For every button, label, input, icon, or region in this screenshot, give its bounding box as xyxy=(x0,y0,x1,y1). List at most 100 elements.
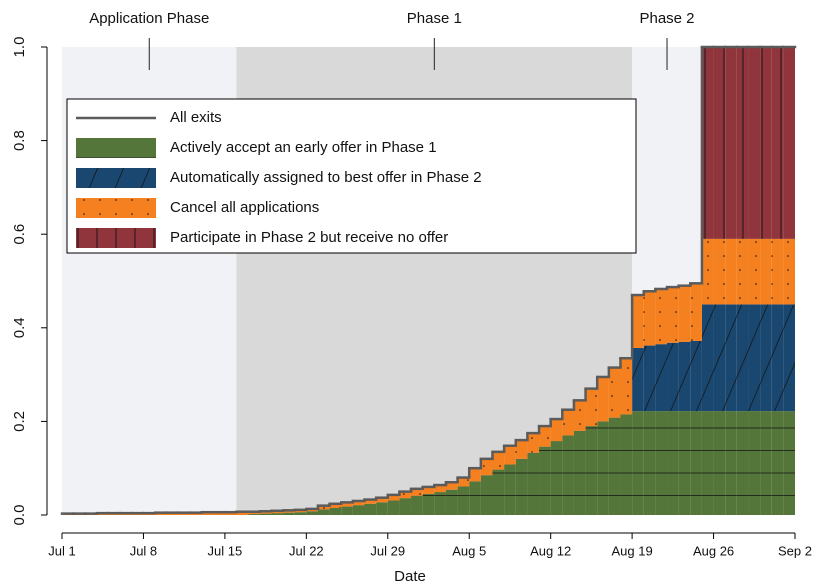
legend-label: Cancel all applications xyxy=(170,199,319,216)
segment-pattern xyxy=(445,482,458,490)
step-segment xyxy=(422,493,435,515)
segment-pattern xyxy=(760,238,772,305)
segment-pattern xyxy=(713,411,726,515)
phase-label: Application Phase xyxy=(89,10,209,27)
segment-pattern xyxy=(771,304,784,412)
segment-pattern xyxy=(492,469,505,515)
segment-pattern xyxy=(352,500,365,506)
step-segment xyxy=(213,512,225,515)
step-segment xyxy=(678,411,691,515)
step-segment xyxy=(399,498,412,515)
segment-pattern xyxy=(748,411,761,515)
step-segment xyxy=(701,411,714,515)
legend-swatch-pattern xyxy=(76,138,156,158)
step-segment xyxy=(760,47,772,239)
segment-pattern xyxy=(573,430,586,515)
step-segment xyxy=(469,468,481,482)
segment-pattern xyxy=(701,411,714,515)
segment-pattern xyxy=(667,287,679,343)
step-segment xyxy=(632,295,644,348)
step-segment xyxy=(317,505,330,510)
step-segment xyxy=(690,340,702,412)
step-segment xyxy=(632,347,644,412)
step-segment xyxy=(701,304,714,412)
segment-pattern xyxy=(329,503,342,508)
step-segment xyxy=(387,500,400,515)
step-segment xyxy=(597,421,609,515)
segment-pattern xyxy=(667,342,679,412)
step-segment xyxy=(736,47,749,239)
segment-pattern xyxy=(643,290,656,346)
step-segment xyxy=(445,489,458,515)
step-segment xyxy=(713,238,726,305)
step-segment xyxy=(539,446,551,515)
step-segment xyxy=(445,482,458,490)
segment-pattern xyxy=(294,512,307,515)
segment-pattern xyxy=(585,388,598,427)
segment-pattern xyxy=(713,47,726,239)
step-segment xyxy=(643,290,656,346)
segment-pattern xyxy=(678,341,691,412)
segment-pattern xyxy=(352,505,365,515)
segment-pattern xyxy=(271,513,284,515)
segment-pattern xyxy=(469,468,481,482)
segment-pattern xyxy=(539,446,551,515)
step-segment xyxy=(725,411,737,515)
step-segment xyxy=(480,475,493,515)
step-segment xyxy=(690,283,702,341)
step-segment xyxy=(469,481,481,515)
segment-pattern xyxy=(690,283,702,341)
segment-pattern xyxy=(725,411,737,515)
step-segment xyxy=(736,304,749,412)
segment-pattern xyxy=(573,400,586,431)
step-segment xyxy=(352,505,365,515)
segment-pattern xyxy=(690,340,702,412)
segment-pattern xyxy=(504,445,516,465)
step-segment xyxy=(632,411,644,515)
x-tick-label: Aug 26 xyxy=(693,543,734,558)
step-segment xyxy=(760,411,772,515)
step-segment xyxy=(620,414,633,515)
segment-pattern xyxy=(341,502,353,507)
y-tick-label: 0.2 xyxy=(11,411,28,432)
step-segment xyxy=(690,411,702,515)
segment-pattern xyxy=(771,411,784,515)
segment-pattern xyxy=(283,512,295,515)
step-segment xyxy=(748,47,761,239)
x-tick-label: Aug 5 xyxy=(452,543,486,558)
step-segment xyxy=(585,388,598,427)
x-tick-label: Jul 15 xyxy=(208,543,243,558)
x-tick-label: Jul 1 xyxy=(48,543,75,558)
step-segment xyxy=(608,367,621,418)
step-segment xyxy=(422,486,435,494)
legend-swatch-pattern xyxy=(76,228,156,248)
x-tick-label: Jul 8 xyxy=(130,543,157,558)
step-segment xyxy=(527,433,540,453)
step-segment xyxy=(748,411,761,515)
step-segment xyxy=(655,344,668,412)
step-segment xyxy=(341,506,353,515)
segment-pattern xyxy=(434,485,446,493)
segment-pattern xyxy=(248,514,260,515)
x-tick-label: Aug 19 xyxy=(612,543,653,558)
segment-pattern xyxy=(736,47,749,239)
segment-pattern xyxy=(678,285,691,342)
step-segment xyxy=(643,345,656,412)
segment-pattern xyxy=(387,494,400,501)
legend-swatch-pattern xyxy=(76,198,156,218)
step-segment xyxy=(713,47,726,239)
step-segment xyxy=(725,238,737,305)
step-segment xyxy=(713,304,726,412)
y-tick-label: 0.0 xyxy=(11,505,28,526)
step-segment xyxy=(550,441,563,515)
segment-pattern xyxy=(736,411,749,515)
segment-pattern xyxy=(667,411,679,515)
segment-pattern xyxy=(771,238,784,305)
step-segment xyxy=(643,411,656,515)
step-segment xyxy=(329,503,342,508)
step-segment xyxy=(783,238,795,305)
step-segment xyxy=(387,494,400,501)
phase-label: Phase 2 xyxy=(639,10,694,27)
step-segment xyxy=(317,509,330,515)
x-tick-label: Sep 2 xyxy=(778,543,812,558)
